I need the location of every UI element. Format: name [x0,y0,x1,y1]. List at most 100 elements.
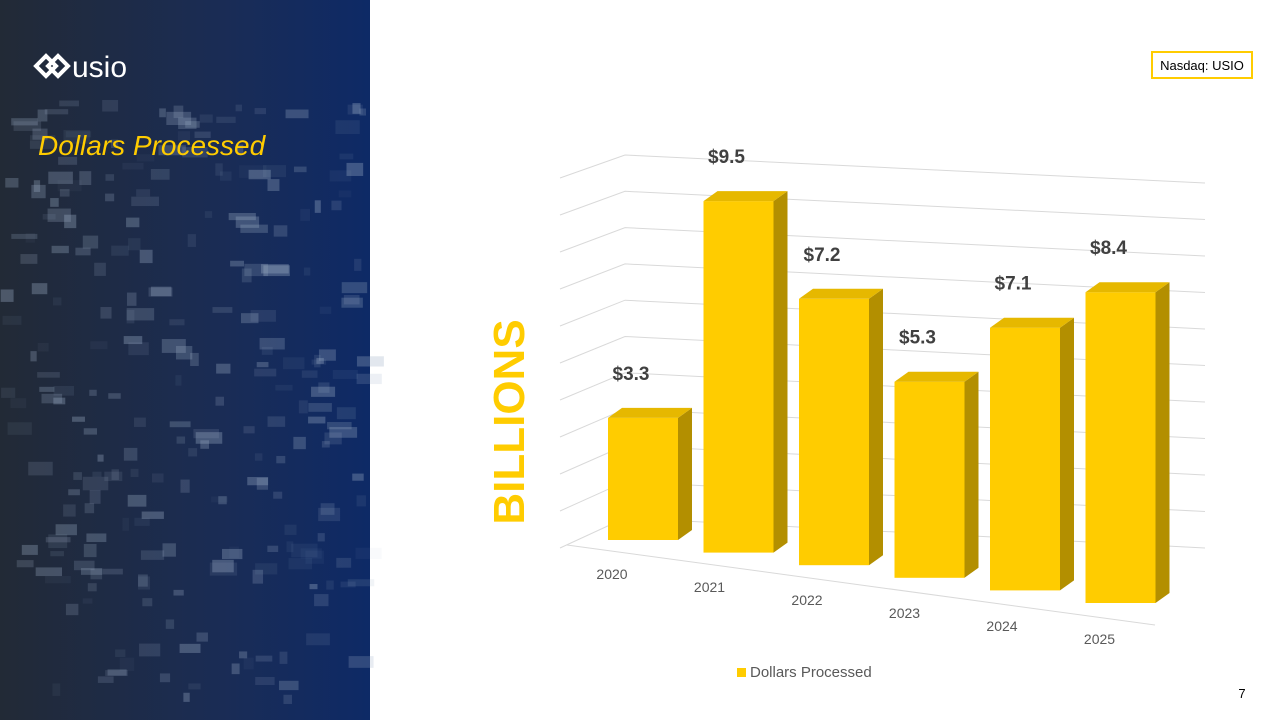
bar-side [773,191,788,553]
pattern-cell [142,598,153,607]
pattern-cell [335,120,360,135]
pattern-cell [267,545,279,553]
pattern-cell [332,369,358,379]
pattern-cell [25,233,35,243]
pattern-cell [329,427,358,438]
pattern-cell [44,109,69,115]
pattern-cell [178,117,197,129]
pattern-cell [175,375,182,386]
pattern-cell [126,308,155,321]
pattern-cell [346,162,364,176]
pattern-cell [196,632,208,642]
pattern-cell [42,213,56,220]
pattern-cell [276,455,286,464]
pattern-cell [182,147,208,158]
pattern-cell [166,111,192,126]
pattern-cell [279,651,288,664]
pattern-cell [80,568,103,575]
pattern-cell [107,669,127,676]
pattern-cell [39,386,55,392]
floor-edge [566,544,1156,626]
bar [703,201,774,553]
pattern-cell [356,495,366,507]
pattern-cell [48,534,68,549]
pattern-cell [254,453,263,461]
pattern-cell [311,386,336,397]
pattern-cell [336,407,356,420]
pattern-cell [57,180,82,192]
pattern-cell [314,354,321,368]
pattern-cell [126,217,140,228]
data-label: $7.1 [995,274,1032,295]
pattern-cell [59,100,79,107]
pattern-cell [7,422,32,435]
pattern-cell [235,216,260,228]
pattern-cell [105,193,115,202]
bar-top [1085,282,1170,293]
legend-swatch [737,668,746,677]
bar [1085,292,1156,603]
bar-top [894,371,979,382]
pattern-cell [209,562,238,576]
pattern-cell [89,389,97,396]
pattern-cell [175,345,193,360]
pattern-cell [2,315,22,325]
grid-line [559,190,1206,220]
pattern-cell [340,581,356,588]
pattern-cell [148,287,173,297]
pattern-cell [327,422,352,430]
pattern-cell [347,579,375,587]
pattern-cell [73,560,95,571]
pattern-cell [169,319,185,326]
pattern-cell [326,580,334,590]
pattern-cell [301,370,318,378]
pattern-cell [28,461,53,476]
pattern-cell [128,342,149,356]
pattern-cell [151,473,164,483]
pattern-cell [138,576,150,590]
pattern-cell [47,208,71,222]
pattern-cell [45,537,71,543]
pattern-cell [318,382,330,393]
pattern-cell [215,163,223,176]
ticker: Nasdaq: USIO [1160,58,1244,73]
pattern-cell [51,245,69,254]
pattern-cell [308,416,326,424]
pattern-cell [239,651,248,659]
pattern-cell [354,258,362,271]
bar [799,298,869,566]
pattern-cell [255,655,273,662]
pattern-cell [110,139,119,148]
pattern-cell [65,603,79,616]
bar-side [678,407,692,540]
pattern-cell [341,297,363,308]
pattern-cell [84,503,95,514]
pattern-cell [283,694,292,704]
pattern-cell [231,663,240,675]
pattern-cell [311,359,327,365]
pattern-cell [97,676,114,683]
pattern-cell [211,496,228,503]
bar-top [990,317,1074,328]
ticker-box [1151,51,1253,79]
pattern-cell [341,282,368,294]
pattern-cell [185,121,200,128]
grid-line [559,227,1206,257]
pattern-cell [90,341,108,350]
pattern-cell [316,357,324,364]
pattern-cell [216,116,236,123]
pattern-cell [119,657,135,672]
pattern-cell [97,454,104,462]
pattern-cell [122,162,144,170]
pattern-cell [29,135,56,149]
pattern-cell [177,131,190,141]
pattern-cell [90,568,103,580]
pattern-cell [300,208,311,221]
pattern-cell [55,524,77,536]
pattern-cell [229,546,239,559]
pattern-cell [105,174,115,181]
x-tick-label: 2021 [694,579,725,595]
bar-side [1155,282,1170,603]
pattern-cell [219,171,232,181]
pattern-cell [35,567,63,577]
